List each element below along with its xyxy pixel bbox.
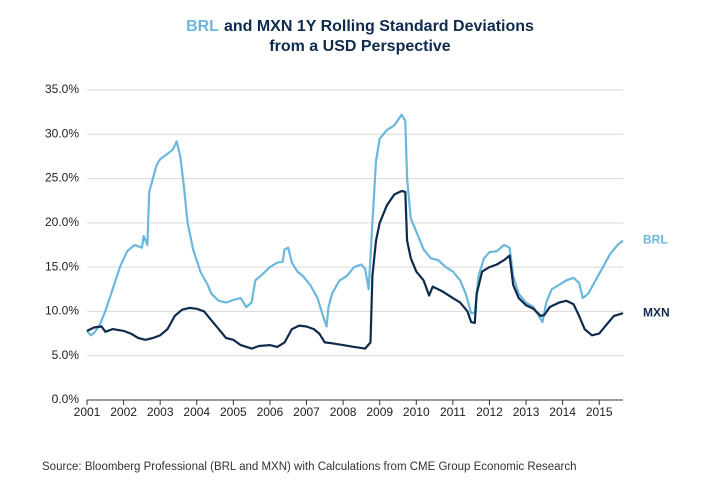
- source-note: Source: Bloomberg Professional (BRL and …: [42, 461, 577, 473]
- y-tick-label: 25.0%: [45, 171, 79, 185]
- y-tick-label: 35.0%: [45, 82, 79, 96]
- x-tick-label: 2001: [74, 405, 101, 419]
- x-tick-label: 2013: [513, 405, 540, 419]
- chart-title-line2: from a USD Perspective: [269, 38, 451, 55]
- x-tick-label: 2007: [293, 405, 320, 419]
- x-tick-label: 2009: [366, 405, 393, 419]
- series-label: BRL: [643, 233, 668, 247]
- series-label: MXN: [643, 305, 670, 319]
- y-tick-label: 15.0%: [45, 259, 79, 273]
- y-tick-label: 5.0%: [52, 348, 80, 362]
- x-tick-label: 2008: [330, 405, 357, 419]
- x-tick-label: 2002: [110, 405, 137, 419]
- line-mxn: [86, 189, 624, 350]
- x-tick-label: 2010: [403, 405, 430, 419]
- x-tick-label: 2014: [549, 405, 576, 419]
- x-tick-label: 2012: [476, 405, 503, 419]
- y-tick-label: 30.0%: [45, 126, 79, 140]
- x-tick-label: 2006: [257, 405, 284, 419]
- line-brl: [86, 113, 624, 337]
- x-tick-label: 2015: [586, 405, 613, 419]
- y-tick-label: 20.0%: [45, 215, 79, 229]
- title-rest: and MXN 1Y Rolling Standard Deviations: [224, 18, 534, 35]
- x-tick-label: 2004: [183, 405, 210, 419]
- x-tick-label: 2003: [147, 405, 174, 419]
- title-highlight: BRL: [186, 18, 219, 35]
- y-tick-label: 10.0%: [45, 304, 79, 318]
- chart-title: BRL and MXN 1Y Rolling Standard Deviation…: [186, 18, 534, 35]
- y-tick-label: 0.0%: [52, 392, 80, 406]
- x-tick-label: 2005: [220, 405, 247, 419]
- x-tick-label: 2011: [440, 405, 466, 419]
